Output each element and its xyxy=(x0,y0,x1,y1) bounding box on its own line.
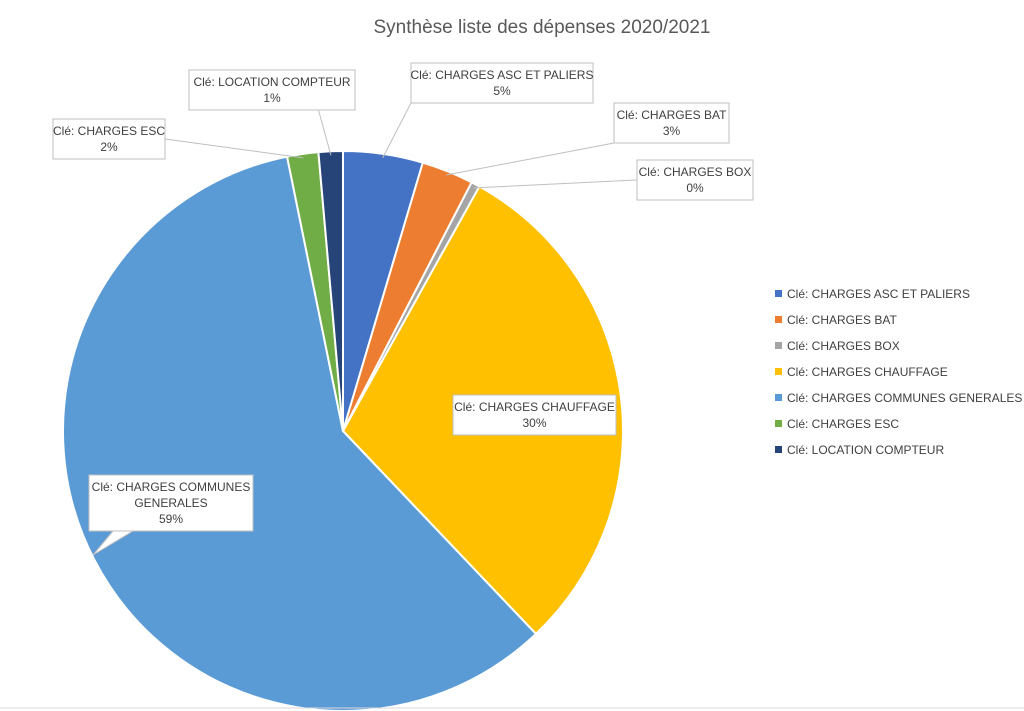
legend-label: Clé: CHARGES BAT xyxy=(787,313,897,327)
chart-title: Synthèse liste des dépenses 2020/2021 xyxy=(374,17,711,38)
legend-label: Clé: CHARGES BOX xyxy=(787,339,900,353)
legend-item-charges-asc-et-paliers: Clé: CHARGES ASC ET PALIERS xyxy=(775,287,970,301)
data-label-box-charges-chauffage xyxy=(452,394,617,436)
legend-item-charges-esc: Clé: CHARGES ESC xyxy=(775,417,899,431)
data-label-percent-charges-bat: 3% xyxy=(663,124,681,138)
data-label-charges-communes-generales: Clé: CHARGES COMMUNES GENERALES 59% xyxy=(88,474,254,532)
legend-item-charges-box: Clé: CHARGES BOX xyxy=(775,339,900,353)
legend-label: Clé: CHARGES COMMUNES GENERALES xyxy=(787,391,1022,405)
leader-line-charges-box xyxy=(473,179,638,189)
data-label-box-charges-bat xyxy=(613,102,730,144)
leader-lines-group xyxy=(164,102,638,189)
data-label-box-charges-box xyxy=(636,159,754,201)
pie-slice-charges-communes-generales xyxy=(62,155,538,711)
data-label-text-charges-communes-generales: GENERALES xyxy=(134,496,207,510)
data-label-text-location-compteur: Clé: LOCATION COMPTEUR xyxy=(193,75,350,89)
data-label-text-charges-chauffage: Clé: CHARGES CHAUFFAGE xyxy=(454,400,615,414)
data-label-box-charges-esc xyxy=(52,118,166,160)
data-label-location-compteur: Clé: LOCATION COMPTEUR 1% xyxy=(188,69,356,111)
data-label-text-charges-asc-et-paliers: Clé: CHARGES ASC ET PALIERS xyxy=(411,68,594,82)
data-label-percent-charges-asc-et-paliers: 5% xyxy=(493,84,511,98)
data-label-charges-esc: Clé: CHARGES ESC 2% xyxy=(52,118,166,160)
data-label-percent-charges-communes-generales: 59% xyxy=(159,512,183,526)
legend-label: Clé: CHARGES ESC xyxy=(787,417,899,431)
legend-swatch xyxy=(775,290,782,297)
legend-swatch xyxy=(775,342,782,349)
legend-label: Clé: LOCATION COMPTEUR xyxy=(787,443,944,457)
legend-swatch xyxy=(775,446,782,453)
legend-item-charges-communes-generales: Clé: CHARGES COMMUNES GENERALES xyxy=(775,391,1022,405)
legend-label: Clé: CHARGES CHAUFFAGE xyxy=(787,365,948,379)
data-label-box-location-compteur xyxy=(188,69,356,111)
data-label-text-charges-communes-generales: Clé: CHARGES COMMUNES xyxy=(92,480,251,494)
data-label-percent-charges-esc: 2% xyxy=(100,140,118,154)
legend-item-charges-chauffage: Clé: CHARGES CHAUFFAGE xyxy=(775,365,948,379)
data-label-charges-chauffage: Clé: CHARGES CHAUFFAGE 30% xyxy=(452,394,617,436)
leader-line-charges-bat xyxy=(446,142,615,176)
data-label-percent-location-compteur: 1% xyxy=(263,91,281,105)
legend: Clé: CHARGES ASC ET PALIERS Clé: CHARGES … xyxy=(775,287,1022,457)
legend-swatch xyxy=(775,368,782,375)
pie-slice-location-compteur xyxy=(317,149,344,432)
legend-swatch xyxy=(775,316,782,323)
legend-swatch xyxy=(775,420,782,427)
data-label-text-charges-bat: Clé: CHARGES BAT xyxy=(617,108,727,122)
legend-item-charges-bat: Clé: CHARGES BAT xyxy=(775,313,897,327)
data-label-text-charges-esc: Clé: CHARGES ESC xyxy=(53,124,165,138)
data-label-box-charges-asc-et-paliers xyxy=(410,62,594,104)
data-label-charges-box: Clé: CHARGES BOX 0% xyxy=(636,159,754,201)
data-label-charges-bat: Clé: CHARGES BAT 3% xyxy=(613,102,730,144)
data-label-box-charges-communes-generales xyxy=(88,474,254,532)
legend-swatch xyxy=(775,394,782,401)
leader-line-charges-asc-et-paliers xyxy=(382,102,412,159)
data-label-percent-charges-chauffage: 30% xyxy=(522,416,546,430)
data-label-percent-charges-box: 0% xyxy=(686,181,704,195)
leader-line-location-compteur xyxy=(317,109,332,156)
legend-label: Clé: CHARGES ASC ET PALIERS xyxy=(787,287,970,301)
leader-line-charges-esc xyxy=(164,138,304,159)
legend-item-location-compteur: Clé: LOCATION COMPTEUR xyxy=(775,443,944,457)
data-label-text-charges-box: Clé: CHARGES BOX xyxy=(639,165,752,179)
data-label-charges-asc-et-paliers: Clé: CHARGES ASC ET PALIERS 5% xyxy=(410,62,594,104)
